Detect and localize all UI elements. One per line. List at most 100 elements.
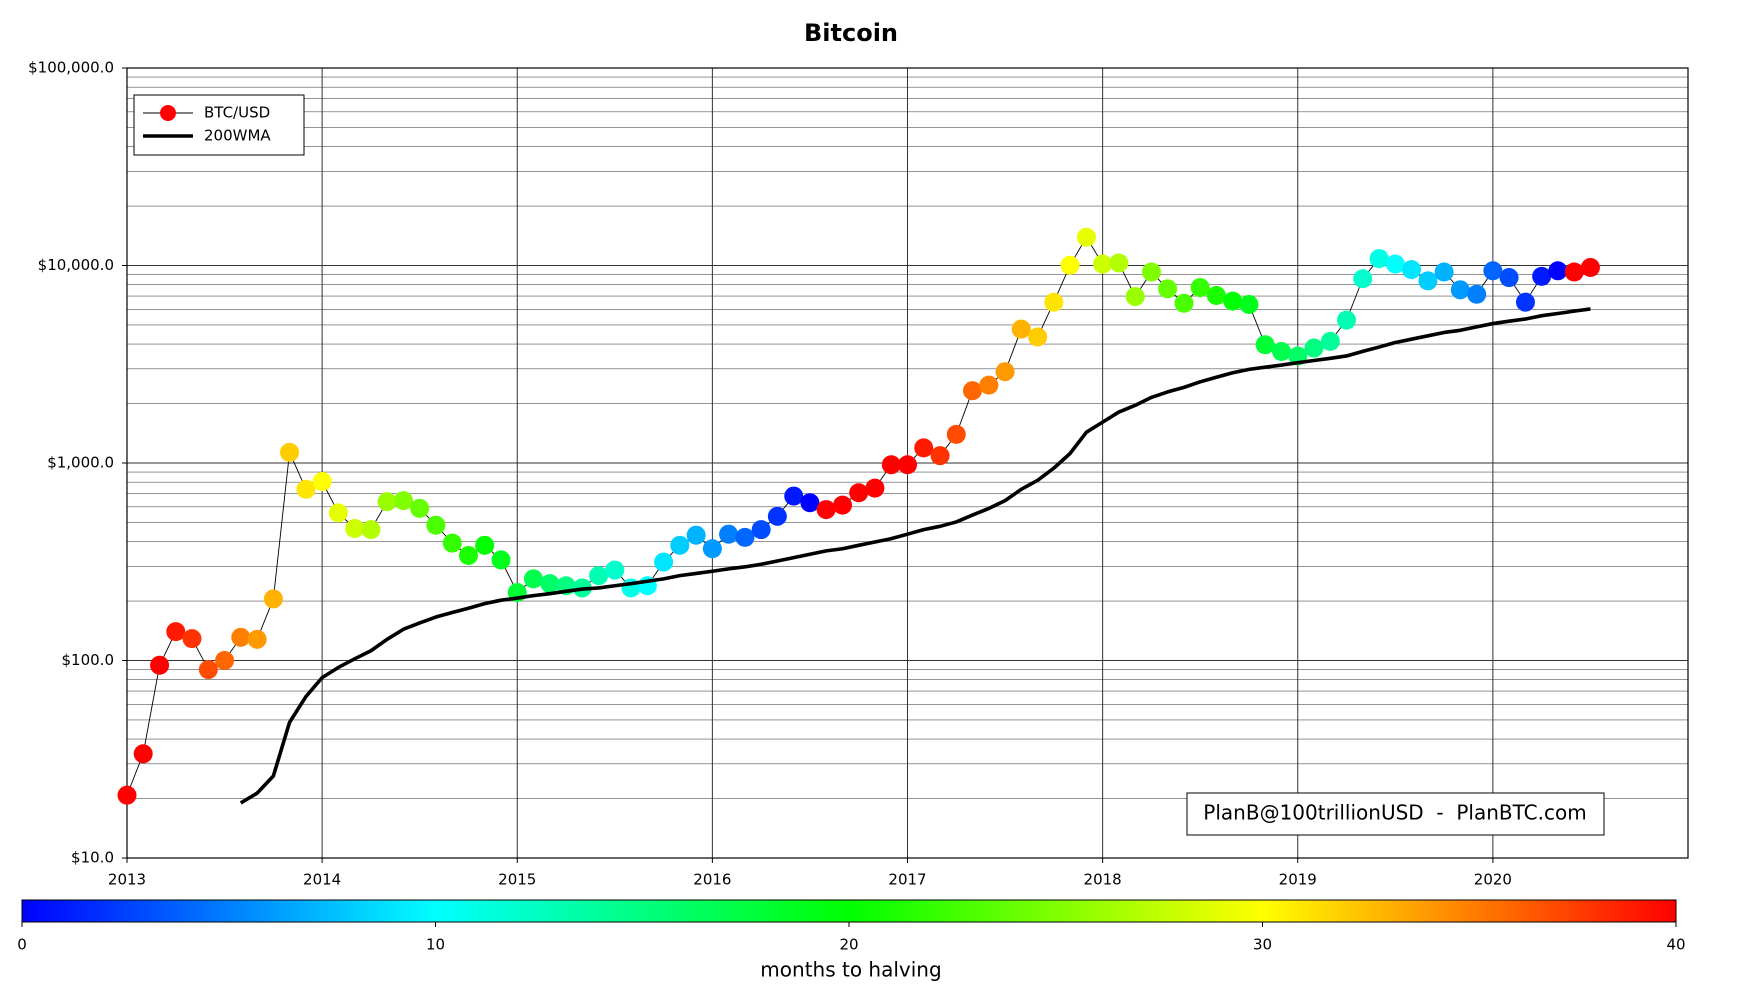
price-dot <box>247 629 267 649</box>
price-dot <box>865 478 885 498</box>
price-dot <box>296 479 316 499</box>
price-dot <box>1206 285 1226 305</box>
annotation: PlanB@100trillionUSD - PlanBTC.com <box>1203 801 1586 825</box>
price-dot <box>816 500 836 520</box>
price-dot <box>1239 294 1259 314</box>
price-dot <box>1109 253 1129 273</box>
price-dot <box>1320 331 1340 351</box>
colorbar-tick-label: 10 <box>426 936 445 954</box>
price-dot <box>1450 280 1470 300</box>
price-dot <box>930 446 950 466</box>
price-dot <box>1532 266 1552 286</box>
price-dot <box>719 524 739 544</box>
price-dot <box>166 622 186 642</box>
price-dot <box>1418 271 1438 291</box>
x-tick-label: 2015 <box>498 871 536 889</box>
colorbar-tick-label: 20 <box>839 936 858 954</box>
price-dot <box>150 655 170 675</box>
price-dot <box>751 520 771 540</box>
price-dot <box>442 533 462 553</box>
price-dot <box>361 520 381 540</box>
colorbar-tick-label: 40 <box>1666 936 1685 954</box>
price-dot <box>1304 338 1324 358</box>
price-dot <box>1125 287 1145 307</box>
price-dot <box>1467 284 1487 304</box>
price-dot <box>1402 260 1422 280</box>
price-dot <box>1548 261 1568 281</box>
annotation-box <box>1186 792 1605 836</box>
price-dot <box>1044 292 1064 312</box>
price-dot <box>280 442 300 462</box>
x-tick-label: 2018 <box>1084 871 1122 889</box>
price-dot <box>1580 257 1600 277</box>
y-tick-label: $10,000.0 <box>38 256 114 274</box>
chart-title: Bitcoin <box>804 19 898 47</box>
price-dot <box>784 486 804 506</box>
price-dot <box>182 629 202 649</box>
price-dot <box>117 785 137 805</box>
price-dot <box>458 546 478 566</box>
price-dot <box>215 651 235 670</box>
price-dot <box>686 525 706 545</box>
price-dot <box>1141 262 1161 282</box>
price-dot <box>914 438 934 458</box>
x-tick-label: 2020 <box>1474 871 1512 889</box>
x-tick-label: 2016 <box>693 871 731 889</box>
price-dot <box>1158 279 1178 299</box>
price-dot <box>849 483 869 503</box>
price-dot <box>1337 310 1357 330</box>
price-dot <box>426 515 446 535</box>
price-dot <box>312 471 332 491</box>
price-dot <box>1515 292 1535 312</box>
price-dot <box>523 569 543 589</box>
price-dot <box>670 535 690 555</box>
price-dot <box>345 518 365 538</box>
legend: BTC/USD 200WMA <box>133 94 305 156</box>
price-dot <box>410 498 430 518</box>
price-dot <box>1093 254 1113 274</box>
price-dot <box>198 660 218 680</box>
price-dot <box>767 506 787 526</box>
price-dot <box>1011 319 1031 339</box>
price-dot <box>1483 261 1503 281</box>
price-dot <box>1385 254 1405 274</box>
colorbar-label: months to halving <box>760 958 941 982</box>
price-dot <box>263 589 283 609</box>
price-dot <box>1272 341 1292 361</box>
price-dot <box>328 503 348 523</box>
x-tick-label: 2019 <box>1279 871 1317 889</box>
colorbar-tick-label: 0 <box>17 936 27 954</box>
price-dot <box>1060 255 1080 275</box>
price-dot <box>1564 262 1584 282</box>
price-dot <box>1499 268 1519 288</box>
legend-label: BTC/USD <box>204 104 270 122</box>
price-dot <box>1223 291 1243 311</box>
price-dot <box>589 566 609 586</box>
legend-label: 200WMA <box>204 127 271 145</box>
price-dot <box>475 535 495 555</box>
price-dot <box>735 527 755 547</box>
price-dot <box>377 492 397 512</box>
x-tick-label: 2017 <box>888 871 926 889</box>
y-tick-label: $1,000.0 <box>47 454 114 472</box>
colorbar <box>21 899 1677 923</box>
legend-marker <box>160 105 176 121</box>
price-dot <box>605 560 625 580</box>
price-dot <box>1255 335 1275 355</box>
price-dot <box>1174 293 1194 313</box>
price-dot <box>1369 249 1389 269</box>
price-dot <box>231 627 251 647</box>
price-dot <box>1353 269 1373 289</box>
y-tick-label: $100,000.0 <box>28 59 114 77</box>
price-dot <box>1028 327 1048 347</box>
wma-line <box>239 307 1591 805</box>
price-dot <box>946 424 966 444</box>
price-dot <box>962 381 982 401</box>
price-dot <box>491 550 511 570</box>
colorbar-tick-label: 30 <box>1253 936 1272 954</box>
price-dot <box>540 574 560 594</box>
price-dot <box>800 493 820 513</box>
price-dot <box>1076 227 1096 247</box>
y-tick-label: $100.0 <box>62 651 115 669</box>
